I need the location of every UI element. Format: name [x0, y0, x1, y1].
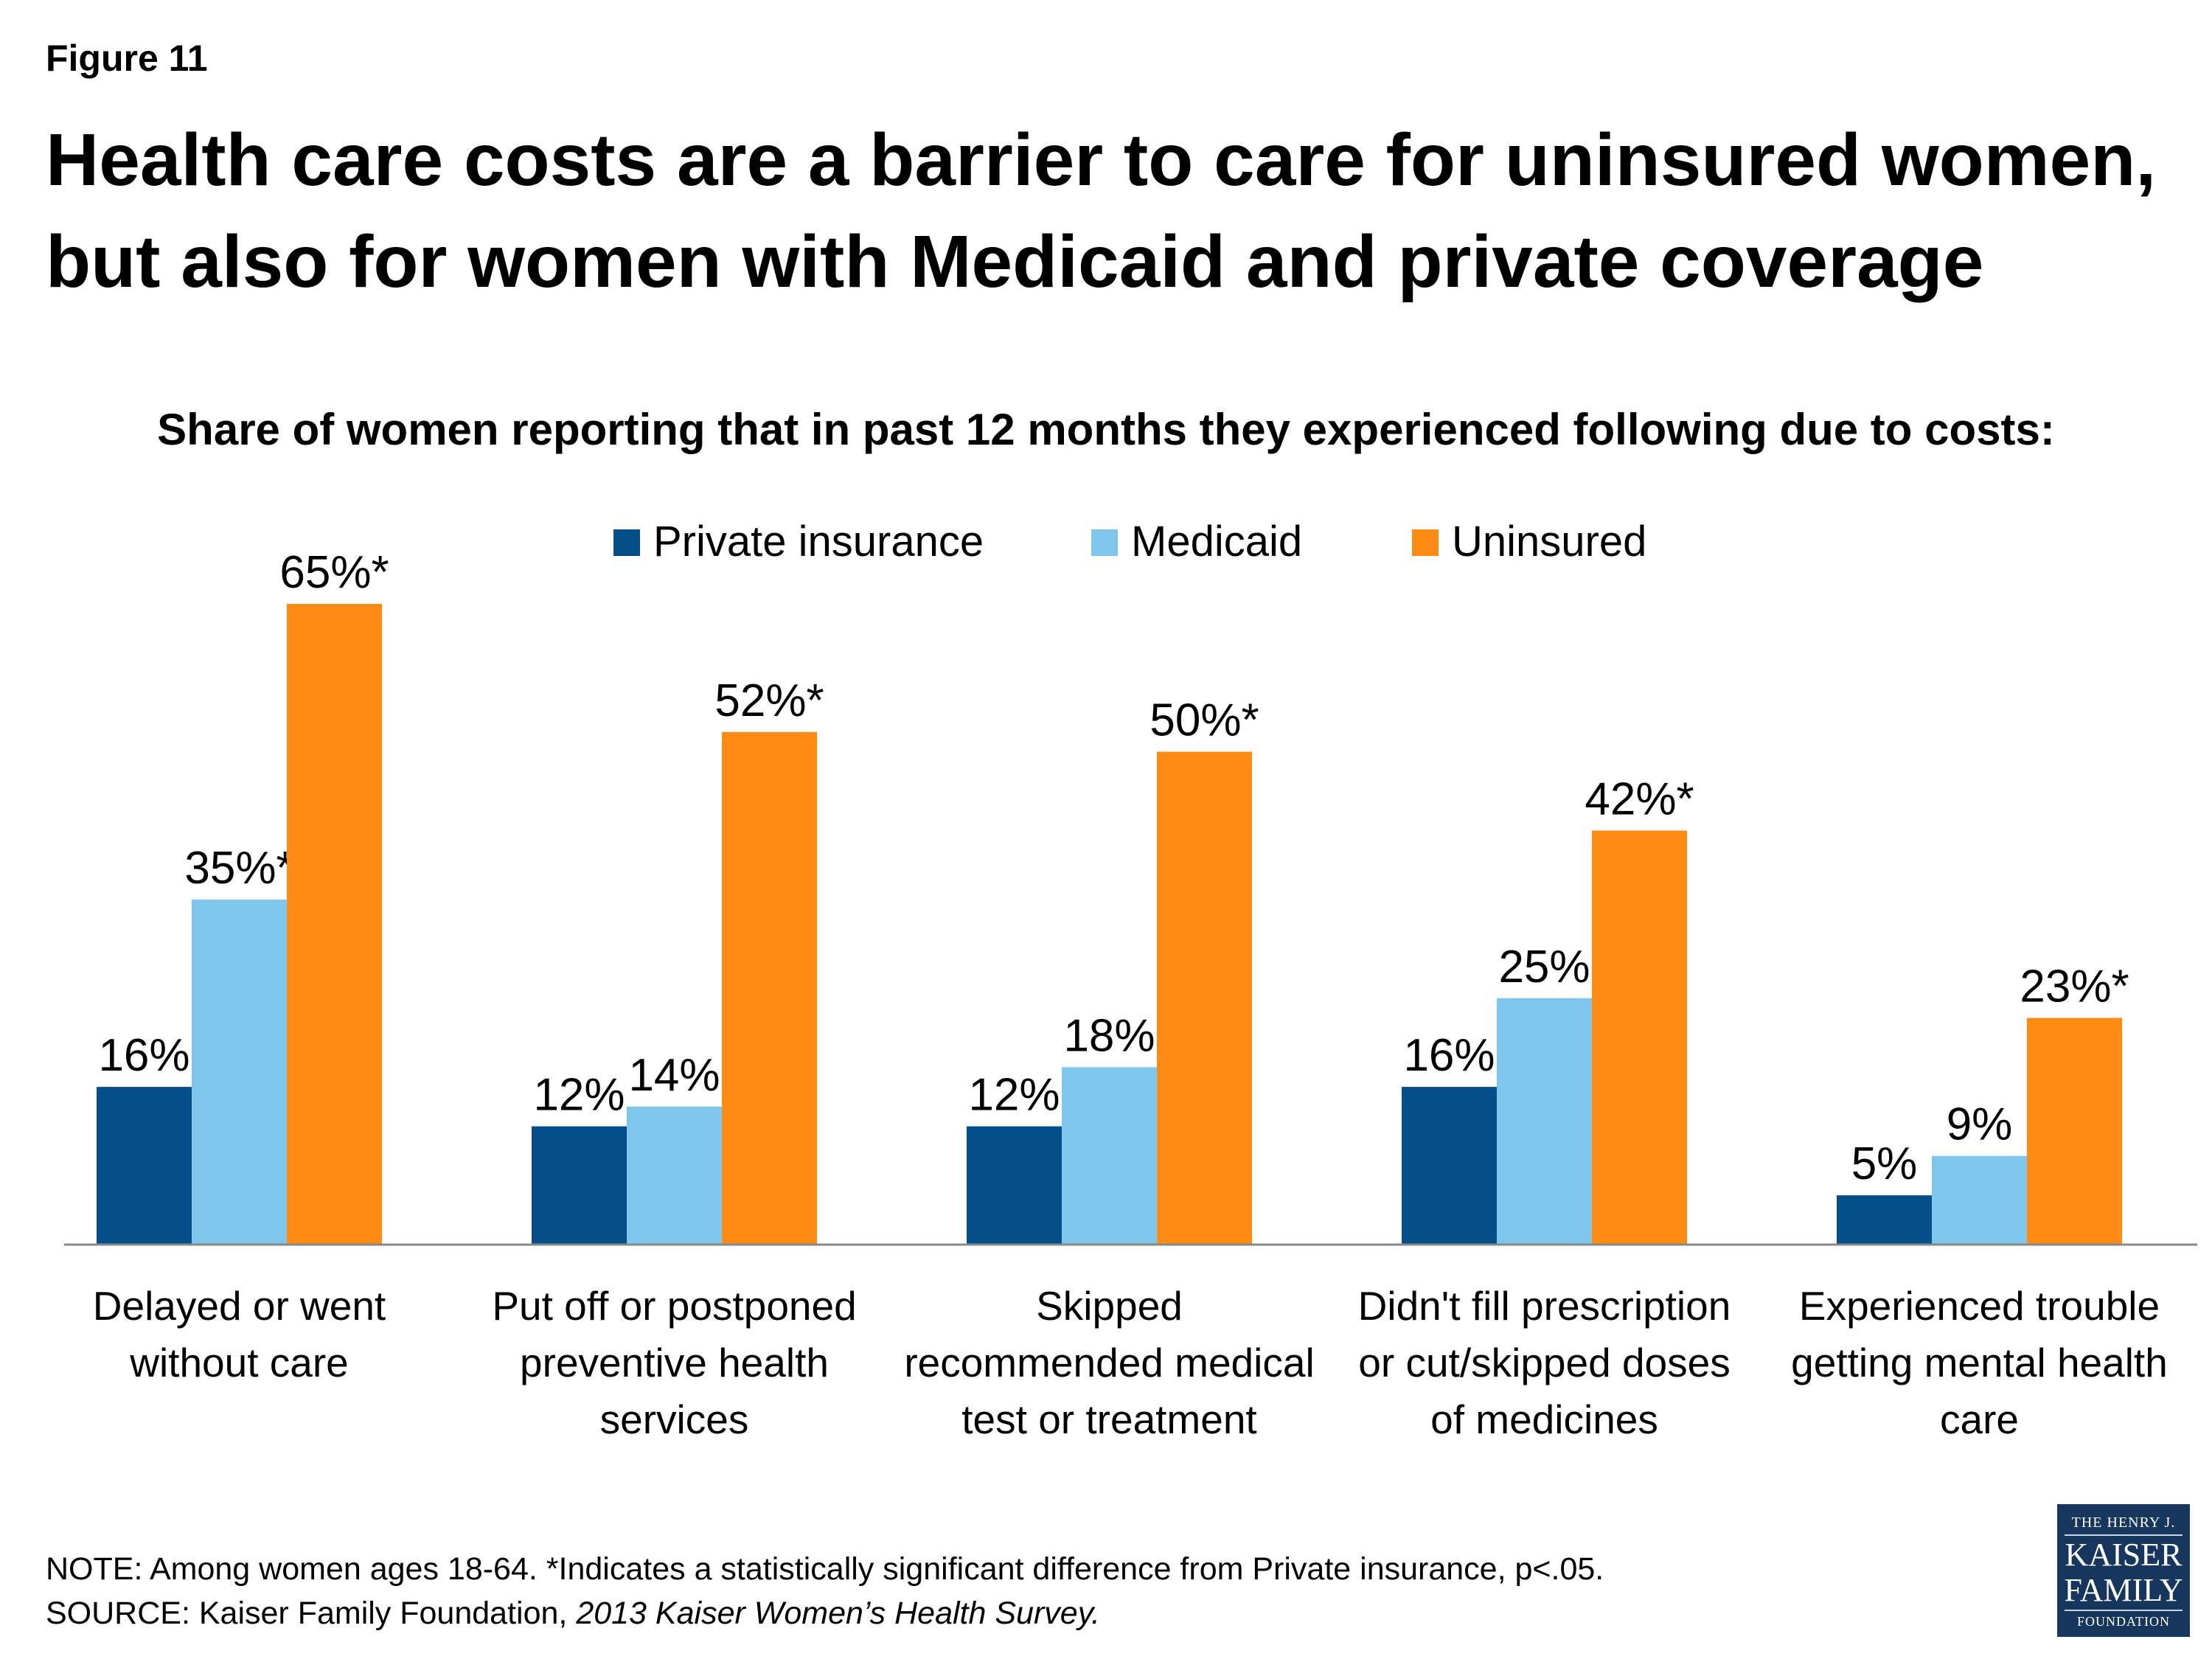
category-label: recommended medical	[904, 1340, 1314, 1385]
bar	[97, 1087, 192, 1245]
logo-line: FOUNDATION	[2065, 1610, 2183, 1630]
data-label: 16%	[1403, 1030, 1495, 1081]
data-label: 12%	[533, 1070, 625, 1121]
data-label: 25%	[1498, 942, 1590, 992]
bar	[1402, 1087, 1497, 1245]
data-label: 65%*	[279, 547, 389, 598]
kff-logo: THE HENRY J. KAISER FAMILY FOUNDATION	[2057, 1504, 2190, 1637]
data-label: 18%	[1063, 1010, 1155, 1061]
bar	[1932, 1155, 2027, 1245]
source-text: SOURCE: Kaiser Family Foundation, 2013 K…	[46, 1591, 1604, 1635]
logo-line: KAISER	[2065, 1537, 2183, 1573]
note-text: NOTE: Among women ages 18-64. *Indicates…	[46, 1551, 1604, 1587]
bar	[1592, 830, 1687, 1245]
legend-swatch	[613, 529, 640, 556]
category-label: care	[1940, 1397, 2019, 1442]
category-label: preventive health	[520, 1340, 829, 1385]
logo-line: THE HENRY J.	[2065, 1514, 2183, 1536]
category-label: getting mental health	[1791, 1340, 2168, 1385]
logo-line: FAMILY	[2064, 1572, 2183, 1608]
data-label: 52%*	[714, 675, 824, 726]
bar	[967, 1126, 1062, 1245]
legend-swatch	[1091, 529, 1118, 556]
data-label: 50%*	[1150, 695, 1259, 746]
bar	[627, 1106, 722, 1245]
category-label: of medicines	[1430, 1397, 1658, 1442]
category-label: Skipped	[1036, 1283, 1183, 1329]
source-title: 2013 Kaiser Women’s Health Survey.	[576, 1596, 1100, 1631]
legend-swatch	[1412, 529, 1439, 556]
page-title: Health care costs are a barrier to care …	[46, 119, 2157, 303]
data-label: 12%	[968, 1070, 1060, 1121]
bar	[722, 731, 817, 1245]
bar	[1062, 1067, 1157, 1245]
data-label: 5%	[1851, 1138, 1918, 1189]
category-label: Put off or postponed	[492, 1283, 856, 1329]
data-label: 14%	[628, 1050, 720, 1101]
data-label: 23%*	[2020, 961, 2129, 1012]
bar	[1157, 751, 1252, 1245]
figure-label: Figure 11	[46, 38, 208, 79]
bar	[1497, 998, 1592, 1245]
category-label: test or treatment	[961, 1397, 1256, 1442]
bar-chart: Private insurance Medicaid Uninsured 16% 35%…	[64, 518, 2197, 1442]
bar	[1837, 1195, 1932, 1245]
category-label: Didn't fill prescription	[1358, 1283, 1731, 1329]
source-prefix: SOURCE: Kaiser Family Foundation,	[46, 1596, 577, 1631]
category-label: or cut/skipped doses	[1358, 1340, 1730, 1385]
bar	[2027, 1018, 2122, 1245]
data-label: 35%*	[184, 843, 293, 894]
bar	[287, 604, 382, 1245]
chart-subtitle: Share of women reporting that in past 12…	[157, 405, 2055, 454]
data-label: 9%	[1947, 1099, 2013, 1150]
data-label: 42%*	[1585, 773, 1694, 824]
footnotes: NOTE: Among women ages 18-64. *Indicates…	[46, 1547, 1604, 1635]
legend-label: Medicaid	[1131, 518, 1302, 566]
bar	[532, 1126, 627, 1245]
legend-label: Private insurance	[653, 518, 984, 566]
bar	[192, 900, 287, 1245]
category-label: without care	[129, 1340, 349, 1385]
legend-label: Uninsured	[1452, 518, 1646, 566]
category-label: services	[600, 1397, 749, 1442]
data-label: 16%	[98, 1030, 189, 1081]
category-label: Delayed or went	[93, 1283, 386, 1329]
category-label: Experienced trouble	[1799, 1283, 2160, 1329]
